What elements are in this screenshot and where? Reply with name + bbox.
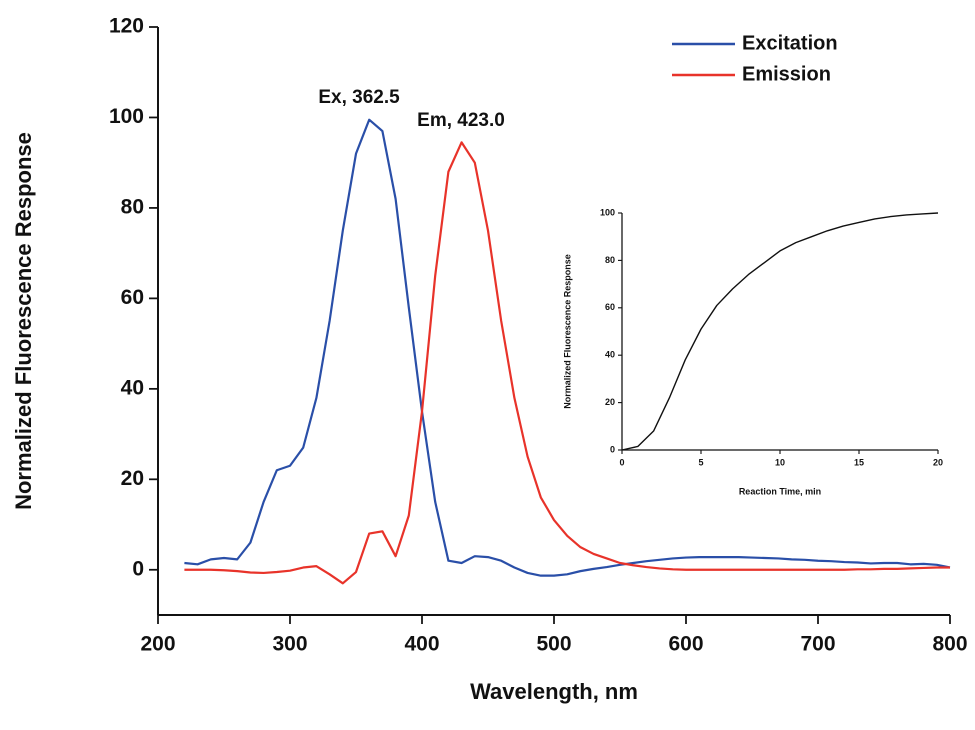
x-tick-label: 15 — [854, 457, 864, 467]
y-tick-label: 100 — [600, 207, 615, 217]
y-tick-label: 60 — [121, 286, 144, 309]
annotation: Ex, 362.5 — [318, 87, 400, 108]
x-tick-label: 500 — [536, 633, 571, 656]
x-tick-label: 200 — [140, 633, 175, 656]
legend-label: Emission — [742, 63, 831, 85]
x-tick-label: 20 — [933, 457, 943, 467]
y-tick-label: 40 — [121, 376, 144, 399]
x-tick-label: 5 — [698, 457, 703, 467]
legend-label: Excitation — [742, 32, 838, 54]
y-tick-label: 20 — [121, 467, 144, 490]
y-tick-label: 40 — [605, 350, 615, 360]
data-line — [184, 118, 951, 577]
x-tick-label: 0 — [619, 457, 624, 467]
y-tick-label: 80 — [605, 255, 615, 265]
y-tick-label: 20 — [605, 397, 615, 407]
x-axis-label: Wavelength, nm — [470, 679, 638, 704]
y-tick-label: 60 — [605, 302, 615, 312]
x-tick-label: 800 — [932, 633, 967, 656]
y-tick-label: 80 — [121, 195, 144, 218]
y-axis-label: Normalized Fluorescence Response — [562, 254, 572, 409]
x-tick-label: 10 — [775, 457, 785, 467]
x-tick-label: 700 — [800, 633, 835, 656]
data-line — [184, 141, 950, 585]
annotation: Em, 423.0 — [417, 110, 505, 131]
x-tick-label: 600 — [668, 633, 703, 656]
y-tick-label: 120 — [109, 15, 144, 38]
x-tick-label: 300 — [272, 633, 307, 656]
y-tick-label: 100 — [109, 105, 144, 128]
x-tick-label: 400 — [404, 633, 439, 656]
data-line — [621, 212, 939, 451]
y-axis-label: Normalized Fluorescence Response — [11, 132, 36, 510]
y-tick-label: 0 — [132, 557, 144, 580]
x-axis-label: Reaction Time, min — [739, 486, 821, 496]
y-tick-label: 0 — [610, 444, 615, 454]
